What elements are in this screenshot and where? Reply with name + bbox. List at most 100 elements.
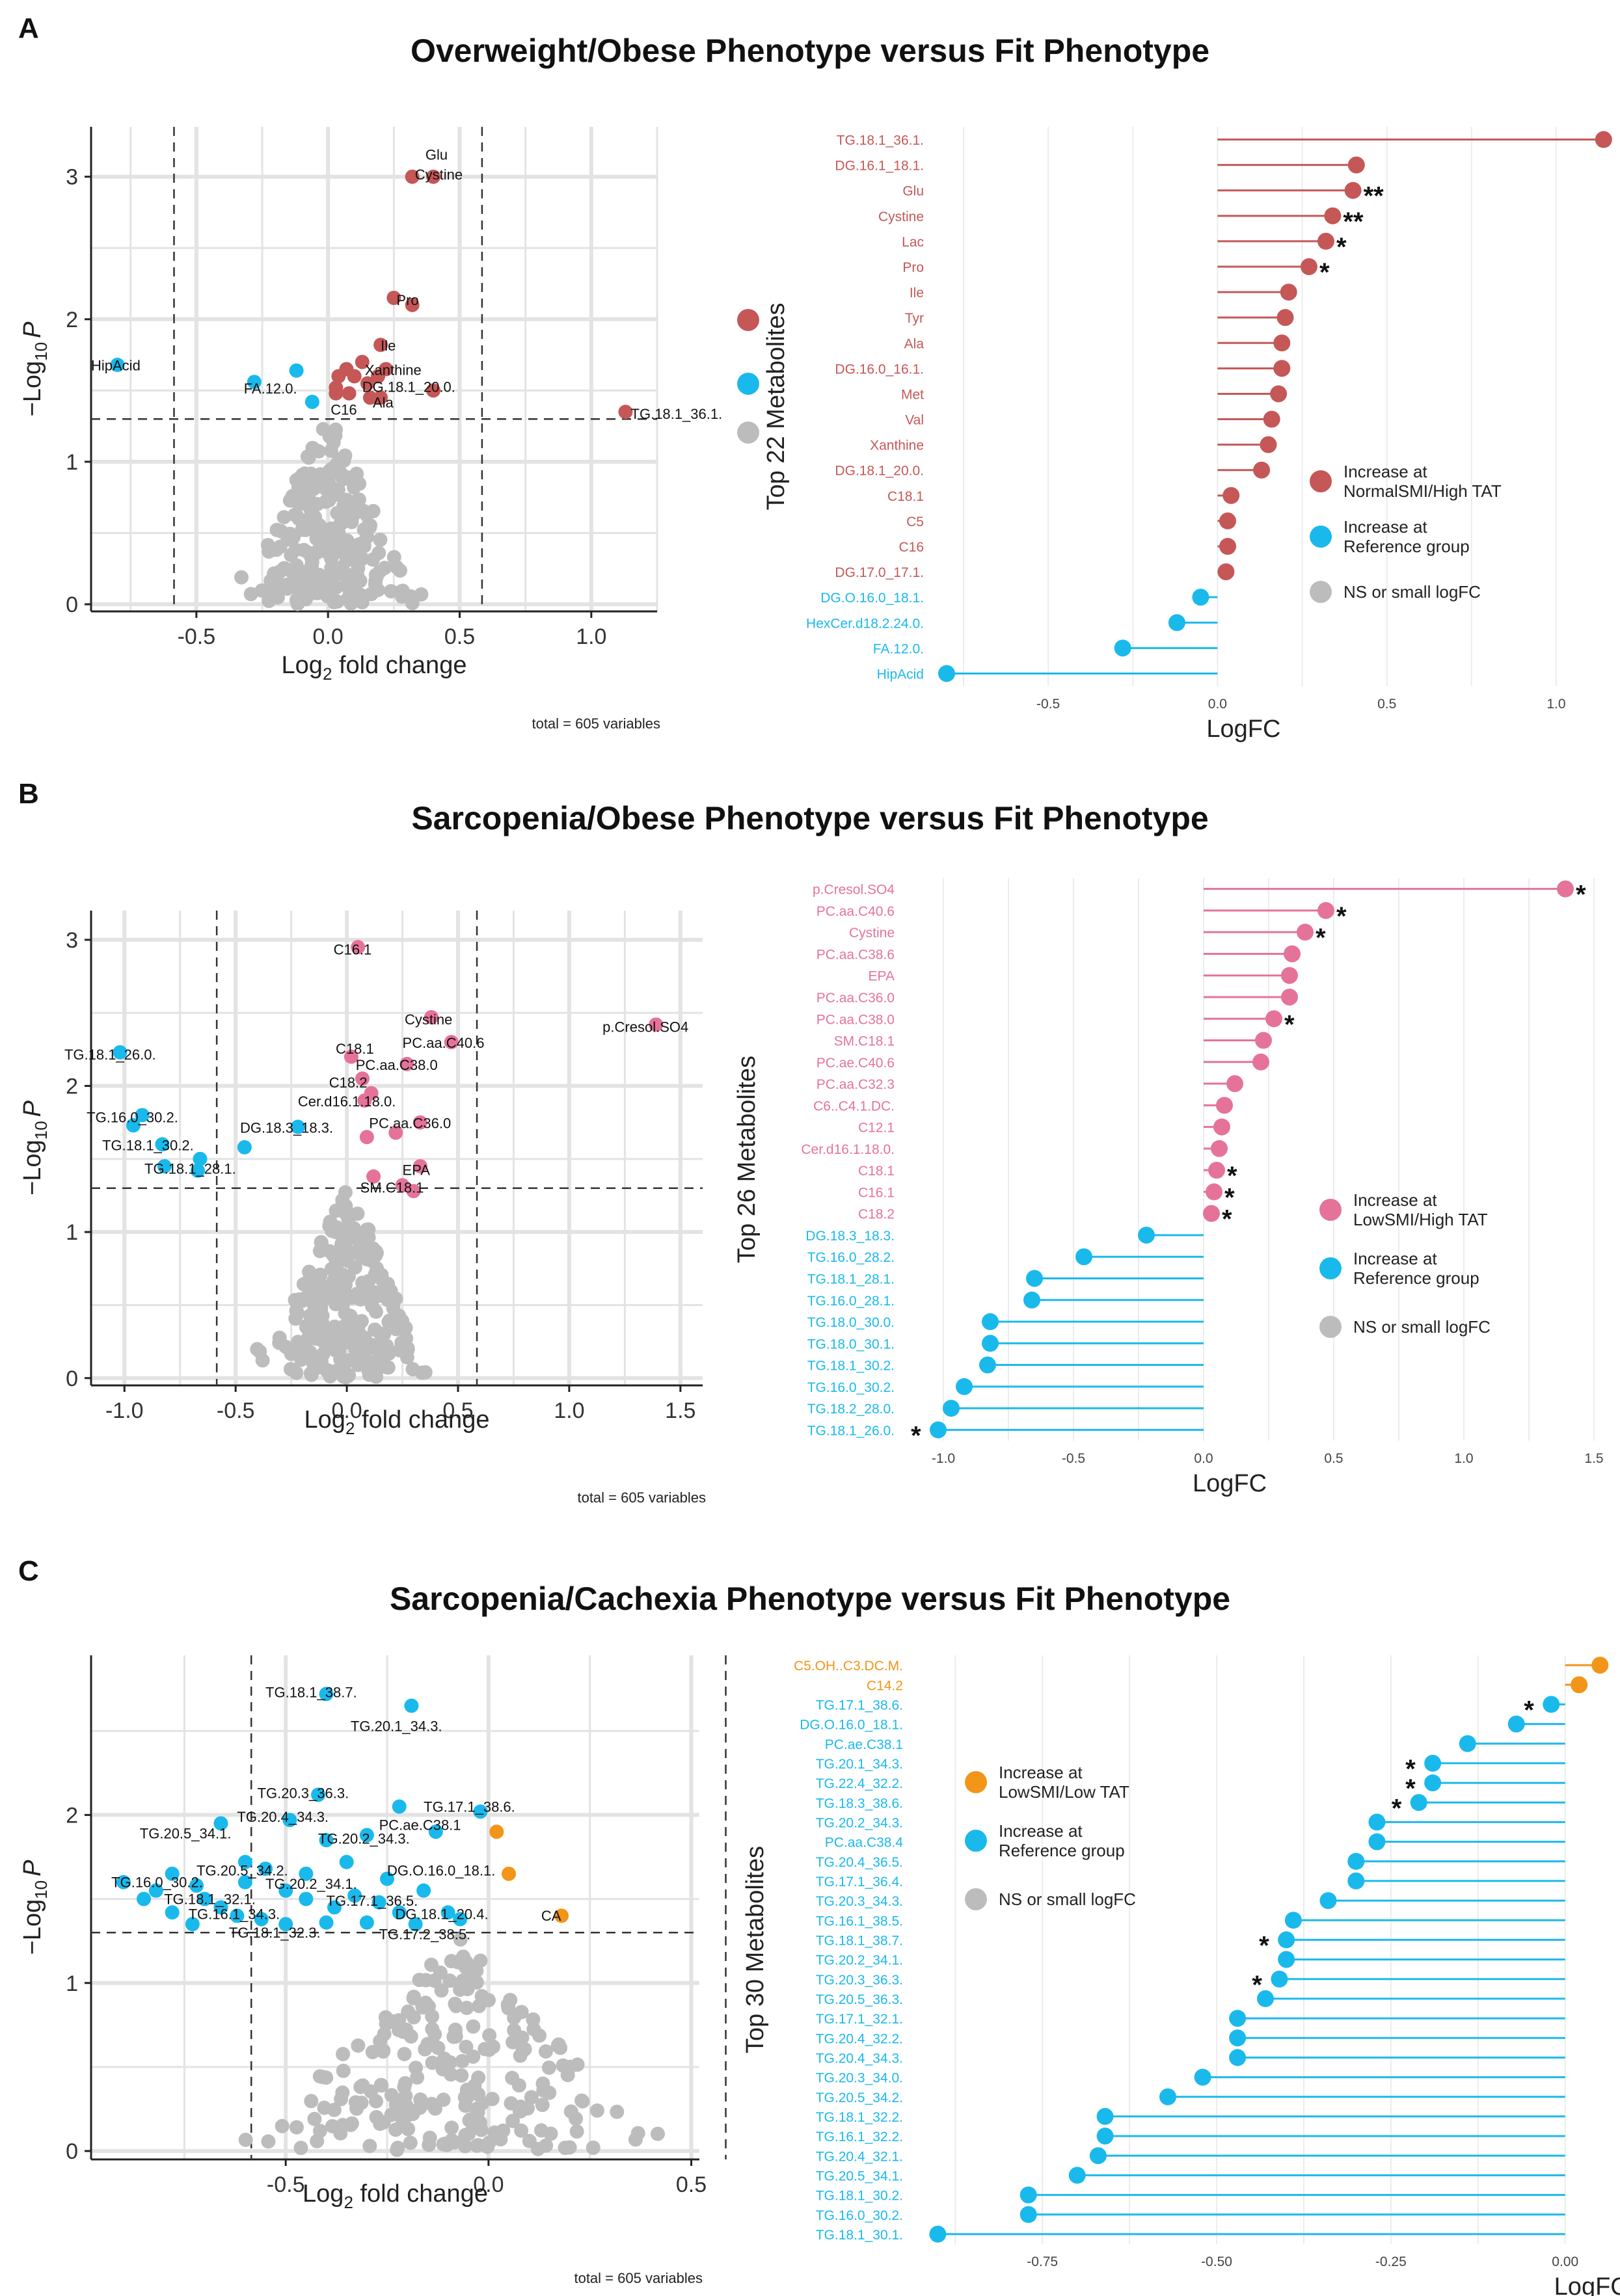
legend-key [965, 1830, 987, 1852]
x-axis-title-rest: fold change [355, 1406, 489, 1434]
metabolite-label: TG.18.3_38.6. [816, 1796, 903, 1811]
total-note: total = 605 variables [532, 715, 660, 732]
metabolite-label: TG.17.1_32.1. [816, 2012, 903, 2027]
panel-title: Sarcopenia/Cachexia Phenotype versus Fit… [390, 1581, 1230, 1617]
ns-point [335, 2085, 350, 2100]
ns-point [321, 477, 336, 492]
lollipop-point [956, 1378, 973, 1395]
metabolite-label: TG.18.1_30.1. [816, 2228, 903, 2243]
significance-star: * [1524, 1696, 1534, 1724]
ns-point [434, 1983, 449, 1998]
ns-point [353, 1237, 368, 1252]
reference-point [359, 1915, 374, 1930]
reference-point [404, 1698, 419, 1713]
ns-point [553, 2040, 568, 2055]
reference-point [371, 1895, 386, 1910]
ns-point [362, 520, 377, 535]
significance-star: * [1227, 1162, 1237, 1190]
metabolite-label: TG.20.4_36.5. [816, 1855, 903, 1870]
ns-point [353, 1328, 368, 1342]
legend-label: NS or small logFC [1343, 582, 1481, 602]
legend-key [1310, 470, 1332, 492]
increase-point [362, 390, 377, 405]
ns-point [610, 2104, 625, 2119]
point-label: TG.17.1_38.6. [424, 1798, 515, 1815]
ns-point [307, 1294, 322, 1309]
ns-point [334, 560, 349, 575]
legend-label-line: Increase at [1343, 462, 1427, 481]
lollipop-point [1300, 258, 1317, 275]
ns-point [359, 507, 374, 522]
lollipop-point [1424, 1774, 1442, 1792]
significance-star: * [1224, 1183, 1235, 1212]
point-label: TG.18.1_38.7. [265, 1685, 357, 1701]
significance-star: * [1336, 233, 1347, 261]
ns-point [314, 1235, 329, 1249]
ns-point [330, 594, 345, 609]
legend-label-line: Increase at [1353, 1249, 1437, 1268]
lollipop-point [1257, 1990, 1274, 2007]
ns-point [313, 467, 328, 482]
lollipop-point [1159, 2088, 1176, 2105]
y-axis-title-text: −Log [19, 1140, 46, 1195]
metabolite-label: Cystine [878, 209, 924, 224]
increase-point [399, 1056, 414, 1071]
lollipop-point [1019, 2186, 1037, 2204]
ns-point [275, 2118, 290, 2133]
metabolite-label: HipAcid [877, 667, 924, 682]
lollipop-point [1023, 1291, 1040, 1309]
ns-point [292, 1292, 307, 1307]
ns-point [328, 1296, 343, 1311]
lollipop-point [1206, 1183, 1222, 1201]
metabolite-label: TG.20.2_34.1. [816, 1953, 903, 1968]
y-tick-label: 2 [66, 1075, 78, 1099]
increase-point [426, 169, 441, 184]
ns-point [424, 2096, 439, 2111]
ns-point [282, 526, 297, 541]
lollipop-point [1075, 1248, 1092, 1266]
x-tick-label: 1.0 [1454, 1451, 1473, 1466]
x-axis-title-subscript: 2 [345, 1419, 355, 1438]
lollipop-point [1297, 924, 1314, 941]
metabolite-label: TG.18.1_28.1. [807, 1272, 895, 1287]
reference-point [304, 394, 319, 409]
x-axis-title: Log2 fold change [303, 2180, 488, 2212]
ns-point [407, 1990, 422, 2005]
x-axis-title-subscript: 2 [344, 2193, 353, 2212]
reference-point [126, 1118, 141, 1133]
ns-point [301, 1332, 316, 1347]
lollipop-point [1284, 1912, 1302, 1929]
metabolite-label: C14.2 [867, 1678, 903, 1693]
legend-label: Increase at Reference group [1343, 517, 1470, 556]
legend-label: Increase at Reference group [999, 1821, 1125, 1860]
x-tick-label: -0.5 [267, 2172, 305, 2197]
ns-point [353, 573, 368, 588]
point-label: TG.20.1_34.3. [351, 1718, 442, 1734]
ns-point [368, 1285, 383, 1300]
reference-point [191, 1163, 206, 1178]
ns-point [316, 1346, 331, 1361]
total-note: total = 605 variables [577, 1489, 706, 1506]
metabolite-label: Ile [910, 286, 924, 300]
point-label: Cystine [405, 1011, 452, 1028]
ns-point [292, 470, 307, 485]
increase-point [444, 1035, 459, 1050]
point-label: C18.1 [336, 1041, 374, 1057]
lollipop-point [1557, 880, 1574, 898]
panel-c: C Sarcopenia/Cachexia Phenotype versus Fi… [18, 1555, 1620, 2296]
ns-point [384, 2088, 399, 2103]
metabolite-label: TG.18.0_30.0. [807, 1315, 895, 1330]
increase-point [344, 1049, 358, 1064]
ns-point [252, 1344, 267, 1359]
x-axis-title: Log2 fold change [304, 1406, 490, 1438]
reference-point [193, 1151, 208, 1166]
x-axis-title-subscript: 2 [323, 664, 332, 684]
ns-point [461, 2126, 476, 2141]
metabolite-label: TG.16.1_32.2. [816, 2129, 903, 2144]
ns-point [469, 2139, 484, 2154]
lollipop-point [1229, 2049, 1247, 2066]
lollipop-point [1276, 309, 1294, 327]
lollipop-point [1217, 563, 1235, 581]
lollipop-point [1273, 334, 1291, 352]
ns-point [538, 2044, 553, 2059]
